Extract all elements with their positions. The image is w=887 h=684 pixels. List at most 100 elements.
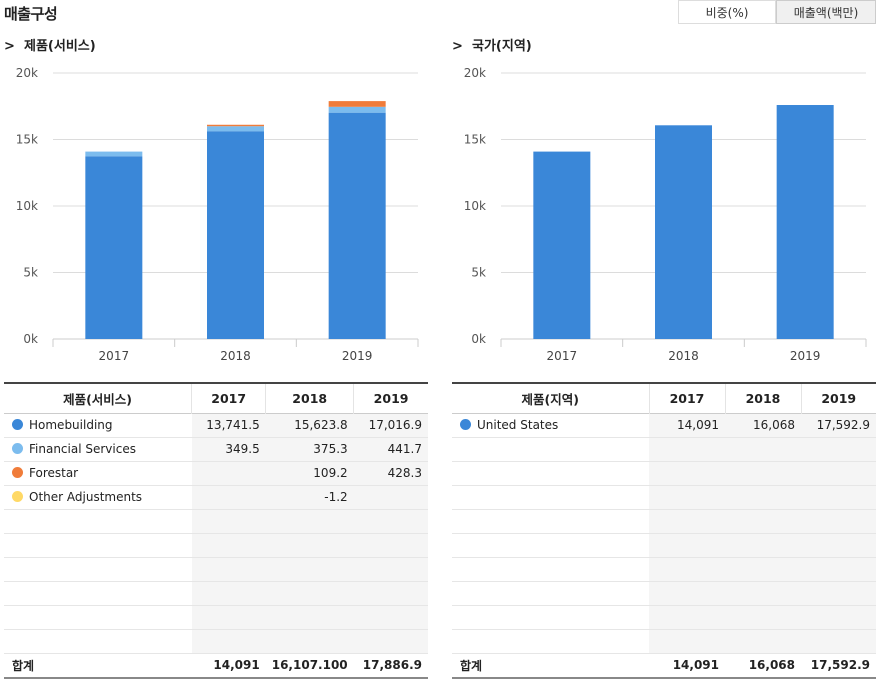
value-cell (801, 437, 876, 462)
empty-table-row (452, 533, 876, 558)
value-cell (801, 461, 876, 486)
legend-dot-icon (460, 419, 471, 430)
value-cell (649, 533, 725, 558)
value-cell (649, 485, 725, 510)
bar-financial-services-2017[interactable] (85, 151, 143, 157)
bar-homebuilding-2018[interactable] (207, 131, 264, 339)
value-cell (801, 557, 876, 582)
arrow-icon: > (4, 39, 15, 54)
table-row: United States 14,091 16,068 17,592.9 (452, 413, 876, 438)
x-tick-label: 2017 (547, 349, 578, 363)
row-label-cell (452, 509, 649, 534)
row-label: Homebuilding (29, 418, 113, 432)
x-tick-label: 2017 (99, 349, 130, 363)
value-cell (725, 461, 801, 486)
revenue-toggle-button[interactable]: 매출액(백만) (776, 0, 876, 24)
value-cell (801, 581, 876, 606)
empty-table-row (4, 629, 428, 654)
row-label-cell (452, 581, 649, 606)
row-label-cell (4, 533, 192, 558)
value-cell (353, 557, 428, 582)
row-label-cell: Other Adjustments (4, 485, 192, 510)
value-cell (353, 485, 428, 510)
row-label: United States (477, 418, 559, 432)
value-cell: -1.2 (265, 485, 354, 510)
value-cell (649, 437, 725, 462)
empty-table-row (452, 509, 876, 534)
total-value-cell: 16,068 (725, 652, 801, 679)
bar-united-states-2017[interactable] (533, 151, 591, 339)
total-row: 합계 14,091 16,068 17,592.9 (452, 652, 876, 679)
page-title: 매출구성 (4, 5, 58, 23)
x-tick-label: 2019 (342, 349, 373, 363)
bar-homebuilding-2017[interactable] (85, 156, 143, 339)
value-cell: 15,623.8 (265, 413, 354, 438)
product-revenue-chart: 0k 5k 10k 15k 20k 2017 2018 2019 (16, 66, 419, 363)
value-cell (725, 533, 801, 558)
bar-forestar-2018[interactable] (207, 124, 264, 127)
value-cell (265, 557, 354, 582)
empty-table-row (4, 605, 428, 630)
empty-table-row (452, 485, 876, 510)
y-tick-label: 5k (23, 266, 38, 280)
ratio-toggle-button[interactable]: 비중(%) (678, 0, 776, 24)
bar-financial-services-2019[interactable] (328, 106, 386, 113)
value-cell (353, 581, 428, 606)
row-label-cell (4, 629, 192, 654)
row-label-cell: Forestar (4, 461, 192, 486)
total-value-cell: 16,107.100 (265, 652, 354, 679)
table-header-row: 제품(지역) 2017 2018 2019 (452, 383, 876, 413)
col-header-2019: 2019 (801, 383, 876, 413)
y-tick-label: 10k (464, 199, 486, 213)
empty-table-row (4, 533, 428, 558)
value-cell: 16,068 (725, 413, 801, 438)
value-cell (725, 437, 801, 462)
y-tick-label: 5k (471, 266, 486, 280)
empty-table-row (452, 581, 876, 606)
col-header-2017: 2017 (191, 383, 267, 413)
y-tick-label: 0k (471, 332, 486, 346)
value-cell: 349.5 (191, 437, 266, 462)
value-cell (801, 629, 876, 654)
region-revenue-table: 제품(지역) 2017 2018 2019 United States 14,09… (452, 382, 876, 679)
value-cell (725, 485, 801, 510)
value-cell (191, 485, 266, 510)
value-cell (191, 461, 266, 486)
value-cell (265, 509, 354, 534)
region-section-title: 국가(지역) (472, 39, 532, 54)
legend-dot-icon (12, 467, 23, 478)
row-label: Financial Services (29, 442, 136, 456)
value-cell (265, 581, 354, 606)
y-tick-label: 20k (16, 66, 38, 80)
bar-forestar-2019[interactable] (328, 101, 386, 107)
value-cell (801, 605, 876, 630)
y-tick-label: 15k (16, 133, 38, 147)
value-cell (725, 605, 801, 630)
x-tick-label: 2018 (220, 349, 251, 363)
bar-united-states-2019[interactable] (776, 105, 834, 339)
total-value-cell: 17,886.9 (353, 652, 428, 679)
bar-financial-services-2018[interactable] (207, 126, 264, 132)
table-header-row: 제품(서비스) 2017 2018 2019 (4, 383, 428, 413)
value-cell (649, 509, 725, 534)
row-label: Other Adjustments (29, 490, 143, 504)
bar-homebuilding-2019[interactable] (328, 112, 386, 339)
value-cell (801, 533, 876, 558)
value-cell (725, 629, 801, 654)
row-label-cell (452, 533, 649, 558)
total-value-cell: 17,592.9 (801, 652, 876, 679)
value-cell: 14,091 (649, 413, 725, 438)
value-cell (265, 629, 354, 654)
col-header-2017: 2017 (649, 383, 726, 413)
col-header-2018: 2018 (265, 383, 355, 413)
row-label-cell: United States (452, 413, 649, 438)
col-header-2019: 2019 (353, 383, 428, 413)
value-cell: 441.7 (353, 437, 428, 462)
value-cell (353, 629, 428, 654)
x-tick-label: 2018 (668, 349, 699, 363)
value-cell (353, 509, 428, 534)
bar-united-states-2018[interactable] (655, 125, 712, 340)
product-section-header: > 제품(서비스) (4, 35, 96, 54)
legend-dot-icon (12, 443, 23, 454)
value-cell: 17,592.9 (801, 413, 876, 438)
